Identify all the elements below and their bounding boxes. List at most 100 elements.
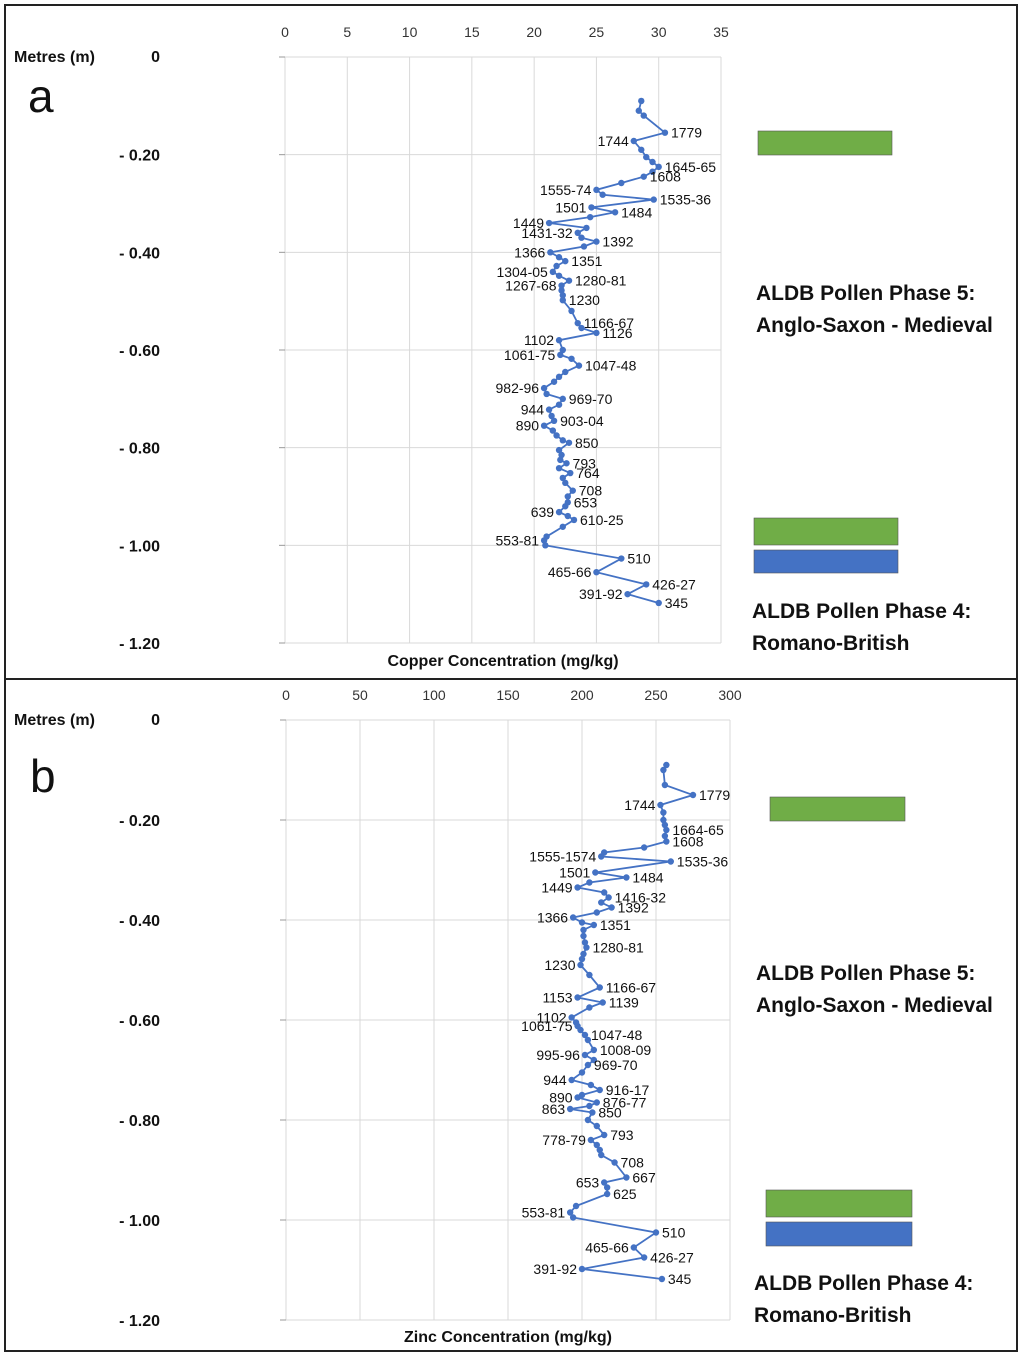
data-label: 850 bbox=[575, 435, 599, 451]
data-label: 1280-81 bbox=[592, 940, 644, 956]
data-point bbox=[623, 1174, 630, 1181]
data-label: 345 bbox=[665, 595, 689, 611]
phase-bar-green bbox=[769, 796, 906, 822]
data-point bbox=[567, 469, 574, 477]
data-point bbox=[574, 994, 581, 1001]
data-point bbox=[660, 809, 667, 816]
y-tick-label: - 1.00 bbox=[119, 538, 160, 555]
data-point bbox=[580, 932, 587, 940]
data-point bbox=[559, 395, 566, 403]
data-point bbox=[643, 581, 650, 588]
data-point bbox=[657, 801, 664, 809]
data-point bbox=[584, 1036, 592, 1044]
data-point bbox=[601, 1131, 608, 1139]
data-point bbox=[550, 417, 558, 425]
data-label: 1608 bbox=[650, 169, 681, 185]
data-label: 1555-1574 bbox=[529, 849, 596, 865]
data-point bbox=[593, 1122, 600, 1130]
data-point bbox=[584, 1061, 592, 1069]
data-point bbox=[601, 1179, 608, 1186]
data-label: 510 bbox=[627, 551, 651, 567]
data-point bbox=[559, 437, 566, 444]
data-label: 903-04 bbox=[560, 413, 604, 429]
data-point bbox=[593, 1099, 600, 1106]
data-point bbox=[574, 229, 581, 236]
data-point bbox=[569, 1214, 577, 1221]
data-label: 1779 bbox=[671, 125, 702, 141]
y-tick-label: - 0.20 bbox=[119, 148, 160, 165]
data-point bbox=[593, 329, 600, 337]
data-label: 426-27 bbox=[652, 576, 696, 592]
data-point bbox=[596, 1146, 603, 1154]
data-point bbox=[660, 816, 667, 824]
phase5-label: ALDB Pollen Phase 5: bbox=[756, 282, 975, 305]
data-point bbox=[590, 1056, 598, 1064]
data-point bbox=[559, 292, 566, 299]
data-point bbox=[568, 1076, 575, 1084]
data-label: 553-81 bbox=[496, 532, 540, 548]
data-label: 850 bbox=[598, 1105, 622, 1121]
figure-frame bbox=[4, 4, 1018, 1352]
data-point bbox=[547, 249, 554, 256]
data-label: 1501 bbox=[555, 199, 586, 215]
data-point bbox=[578, 324, 585, 332]
data-point bbox=[593, 568, 600, 576]
data-point bbox=[581, 939, 589, 946]
data-label: 465-66 bbox=[548, 564, 592, 580]
chart-panel-b: b Metres (m) 0 50 100 150 200 250 300 0 - 0.20 - 0.… bbox=[14, 687, 993, 1346]
data-point bbox=[553, 432, 560, 439]
data-label: 982-96 bbox=[496, 380, 540, 396]
data-point bbox=[587, 1081, 595, 1089]
y-tick-label: - 1.00 bbox=[119, 1213, 160, 1230]
data-label: 1431-32 bbox=[521, 225, 573, 241]
data-label: 1061-75 bbox=[504, 347, 556, 363]
data-point bbox=[640, 112, 647, 119]
y-tick-label: - 1.20 bbox=[119, 1313, 160, 1330]
data-point bbox=[565, 439, 573, 446]
data-point bbox=[593, 186, 600, 194]
phase4-label: Romano-British bbox=[754, 1304, 912, 1327]
data-label: 1392 bbox=[602, 234, 633, 250]
data-point bbox=[550, 378, 558, 385]
y-axis-title: Metres (m) bbox=[14, 712, 95, 729]
data-label: 391-92 bbox=[579, 586, 623, 602]
data-label: 1230 bbox=[569, 292, 600, 308]
data-point bbox=[575, 362, 583, 369]
data-label: 510 bbox=[662, 1225, 686, 1241]
data-point bbox=[578, 955, 586, 963]
data-point bbox=[661, 821, 669, 829]
phase-bar-blue bbox=[765, 1221, 913, 1247]
data-point bbox=[540, 537, 548, 544]
data-point bbox=[598, 1151, 605, 1159]
data-point bbox=[661, 832, 669, 840]
data-point bbox=[618, 555, 625, 562]
data-label: 969-70 bbox=[569, 391, 613, 407]
data-point bbox=[581, 1051, 589, 1059]
data-point bbox=[649, 168, 656, 175]
data-label: 890 bbox=[549, 1090, 573, 1106]
data-point bbox=[548, 412, 555, 420]
data-label: 1744 bbox=[624, 797, 655, 813]
phase4-label: ALDB Pollen Phase 4: bbox=[754, 1272, 973, 1295]
data-point bbox=[557, 351, 564, 359]
data-point bbox=[564, 512, 571, 520]
data-point bbox=[689, 791, 697, 799]
data-label: 653 bbox=[574, 494, 598, 510]
data-point bbox=[545, 219, 553, 227]
data-point bbox=[586, 879, 593, 886]
x-tick-label: 5 bbox=[343, 24, 351, 40]
data-point bbox=[540, 422, 548, 429]
data-point bbox=[663, 838, 670, 845]
data-point bbox=[660, 766, 667, 774]
data-point bbox=[568, 307, 575, 315]
data-point bbox=[596, 1086, 603, 1094]
data-label: 1449 bbox=[513, 215, 544, 231]
data-label: 1535-36 bbox=[677, 854, 729, 870]
y-tick-label: - 0.20 bbox=[119, 813, 160, 830]
data-point bbox=[555, 337, 563, 344]
data-point bbox=[605, 894, 612, 901]
data-label: 1608 bbox=[672, 834, 703, 850]
data-point bbox=[658, 1275, 666, 1283]
